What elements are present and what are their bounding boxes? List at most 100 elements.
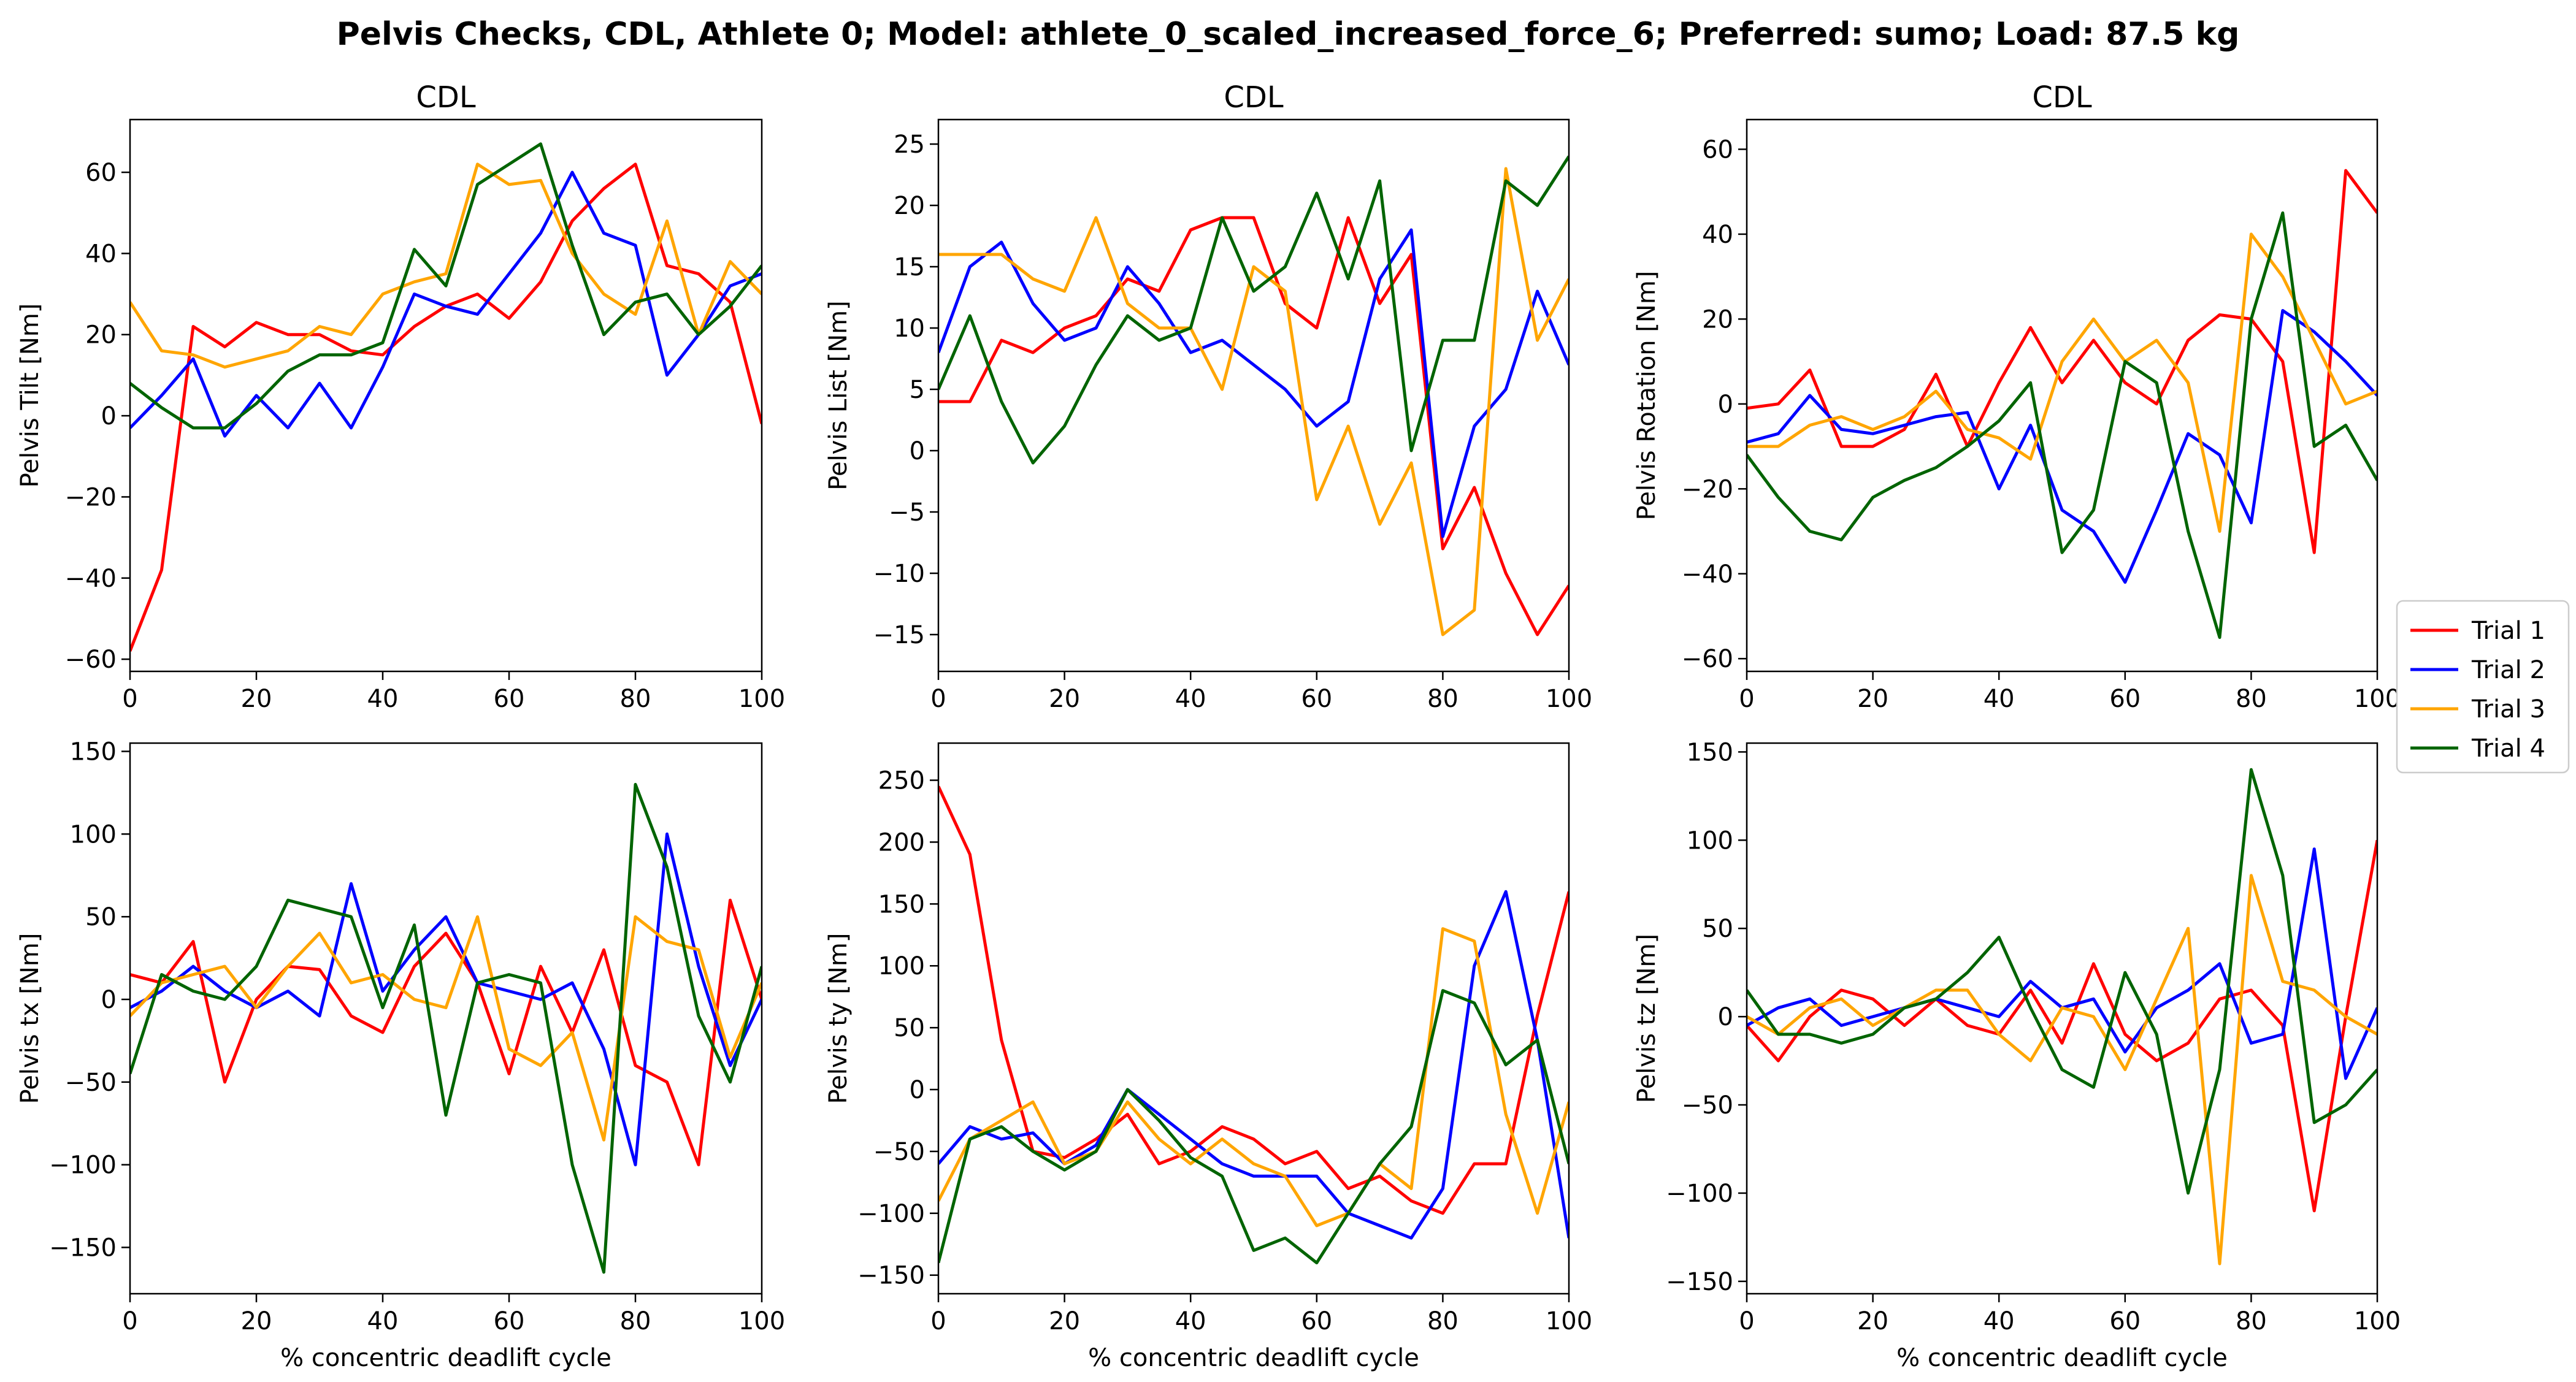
x-tick-label: 60 [494, 1307, 525, 1335]
y-tick-label: 40 [85, 240, 117, 268]
x-tick-label: 0 [1739, 685, 1754, 713]
y-tick-label: 50 [85, 903, 117, 931]
x-axis-label: % concentric deadlift cycle [1088, 1344, 1419, 1372]
subplot-title: CDL [416, 80, 475, 115]
subplot-6: 0 20 40 60 80 100 −150 −100 −50 0 50 100 150 Pelvis t… [1633, 738, 2401, 1372]
y-tick-label: −100 [49, 1151, 117, 1180]
subplot-5: 0 20 40 60 80 100 −150 −100 −50 0 50 100 150 200 250 Pe… [824, 742, 1592, 1372]
x-tick-label: 0 [930, 685, 946, 713]
x-tick-label: 40 [1175, 1307, 1206, 1335]
series-line-trial-3 [1747, 874, 2377, 1266]
series-line-trial-2 [1747, 309, 2377, 584]
x-tick-label: 100 [1546, 685, 1592, 713]
y-tick-label: −20 [1682, 475, 1733, 503]
series-line-trial-4 [130, 782, 762, 1274]
legend-label-trial-1: Trial 1 [2471, 617, 2545, 645]
y-axis-label: Pelvis tx [Nm] [16, 933, 44, 1104]
series-line-trial-4 [1747, 211, 2377, 639]
legend-label-trial-2: Trial 2 [2471, 656, 2545, 684]
y-tick-label: −40 [1682, 560, 1733, 589]
x-tick-label: 100 [2354, 1307, 2401, 1335]
x-tick-label: 60 [2109, 685, 2141, 713]
subplot-1: 0 20 40 60 80 100 −60 −40 −20 0 20 40 60 CDL Pelvis Ti… [16, 80, 785, 713]
y-tick-label: 100 [878, 952, 925, 980]
y-axis-label: Pelvis Rotation [Nm] [1633, 271, 1661, 521]
y-tick-label: −20 [65, 483, 117, 511]
y-tick-label: −100 [857, 1200, 925, 1228]
y-tick-label: 60 [1702, 136, 1733, 164]
y-tick-label: 200 [878, 828, 925, 857]
y-tick-label: 60 [85, 159, 117, 187]
subplot-4: 0 20 40 60 80 100 −150 −100 −50 0 50 100 150 Pelvis t… [16, 738, 785, 1372]
series-line-trial-3 [130, 915, 762, 1142]
x-tick-label: 100 [1546, 1307, 1592, 1335]
x-tick-label: 60 [494, 685, 525, 713]
x-tick-label: 0 [930, 1307, 946, 1335]
x-tick-label: 100 [738, 685, 785, 713]
series-group [1747, 768, 2377, 1266]
y-tick-label: 25 [894, 131, 925, 159]
y-tick-label: 0 [910, 437, 925, 465]
y-axis-label: Pelvis tz [Nm] [1633, 934, 1661, 1103]
x-tick-label: 80 [2236, 1307, 2267, 1335]
subplot-title: CDL [2032, 80, 2091, 115]
axes-frame [1746, 742, 2379, 1295]
x-tick-label: 40 [367, 1307, 399, 1335]
x-tick-label: 80 [1427, 685, 1459, 713]
y-tick-label: −10 [873, 560, 925, 588]
x-tick-label: 40 [1175, 685, 1206, 713]
y-tick-label: −150 [857, 1262, 925, 1290]
series-line-trial-3 [1747, 232, 2377, 533]
legend-label-trial-3: Trial 3 [2471, 695, 2545, 723]
y-tick-label: 20 [894, 192, 925, 220]
series-line-trial-2 [130, 170, 762, 438]
series-line-trial-1 [938, 216, 1569, 636]
x-tick-label: 0 [122, 685, 137, 713]
x-axis-label: % concentric deadlift cycle [280, 1344, 611, 1372]
y-tick-label: −60 [65, 646, 117, 674]
y-tick-label: 0 [910, 1076, 925, 1104]
series-line-trial-2 [938, 890, 1569, 1240]
x-tick-label: 80 [2236, 685, 2267, 713]
subplot-2: 0 20 40 60 80 100 −15 −10 −5 0 5 10 15 20 25 CDL Pelvis … [824, 80, 1592, 713]
x-tick-label: 60 [1301, 685, 1332, 713]
y-tick-label: 50 [1702, 915, 1733, 943]
subplot-title: CDL [1224, 80, 1283, 115]
legend: Trial 1 Trial 2 Trial 3 Trial 4 [2396, 600, 2570, 774]
series-line-trial-3 [938, 927, 1569, 1227]
y-tick-label: 0 [1718, 391, 1733, 419]
series-line-trial-2 [130, 832, 762, 1167]
y-tick-label: 40 [1702, 221, 1733, 249]
x-tick-label: 20 [241, 1307, 272, 1335]
legend-frame [2396, 600, 2570, 774]
y-tick-label: 150 [1687, 738, 1733, 766]
series-group [130, 142, 762, 652]
y-tick-label: 20 [85, 321, 117, 349]
series-line-trial-1 [1747, 169, 2377, 554]
x-tick-label: 0 [122, 1307, 137, 1335]
y-axis-label: Pelvis Tilt [Nm] [16, 304, 44, 488]
figure-title: Pelvis Checks, CDL, Athlete 0; Model: at… [336, 16, 2240, 53]
axes-frame [937, 742, 1570, 1295]
y-tick-label: −15 [873, 621, 925, 649]
y-tick-label: 0 [101, 402, 117, 430]
x-tick-label: 20 [1049, 685, 1080, 713]
axes-frame [937, 118, 1570, 673]
x-tick-label: 100 [2354, 685, 2401, 713]
y-tick-label: −60 [1682, 645, 1733, 673]
series-line-trial-4 [1747, 768, 2377, 1195]
x-tick-label: 20 [1857, 1307, 1888, 1335]
series-line-trial-4 [130, 142, 762, 430]
y-tick-label: −150 [49, 1234, 117, 1262]
series-line-trial-1 [130, 162, 762, 652]
series-line-trial-1 [1747, 839, 2377, 1213]
y-tick-label: 150 [70, 738, 117, 766]
series-line-trial-1 [938, 785, 1569, 1215]
x-tick-label: 80 [620, 685, 651, 713]
series-line-trial-3 [130, 162, 762, 369]
y-tick-label: −50 [1682, 1091, 1733, 1120]
y-tick-label: 0 [1718, 1003, 1733, 1031]
axes-frame [129, 742, 763, 1295]
series-group [938, 155, 1569, 636]
